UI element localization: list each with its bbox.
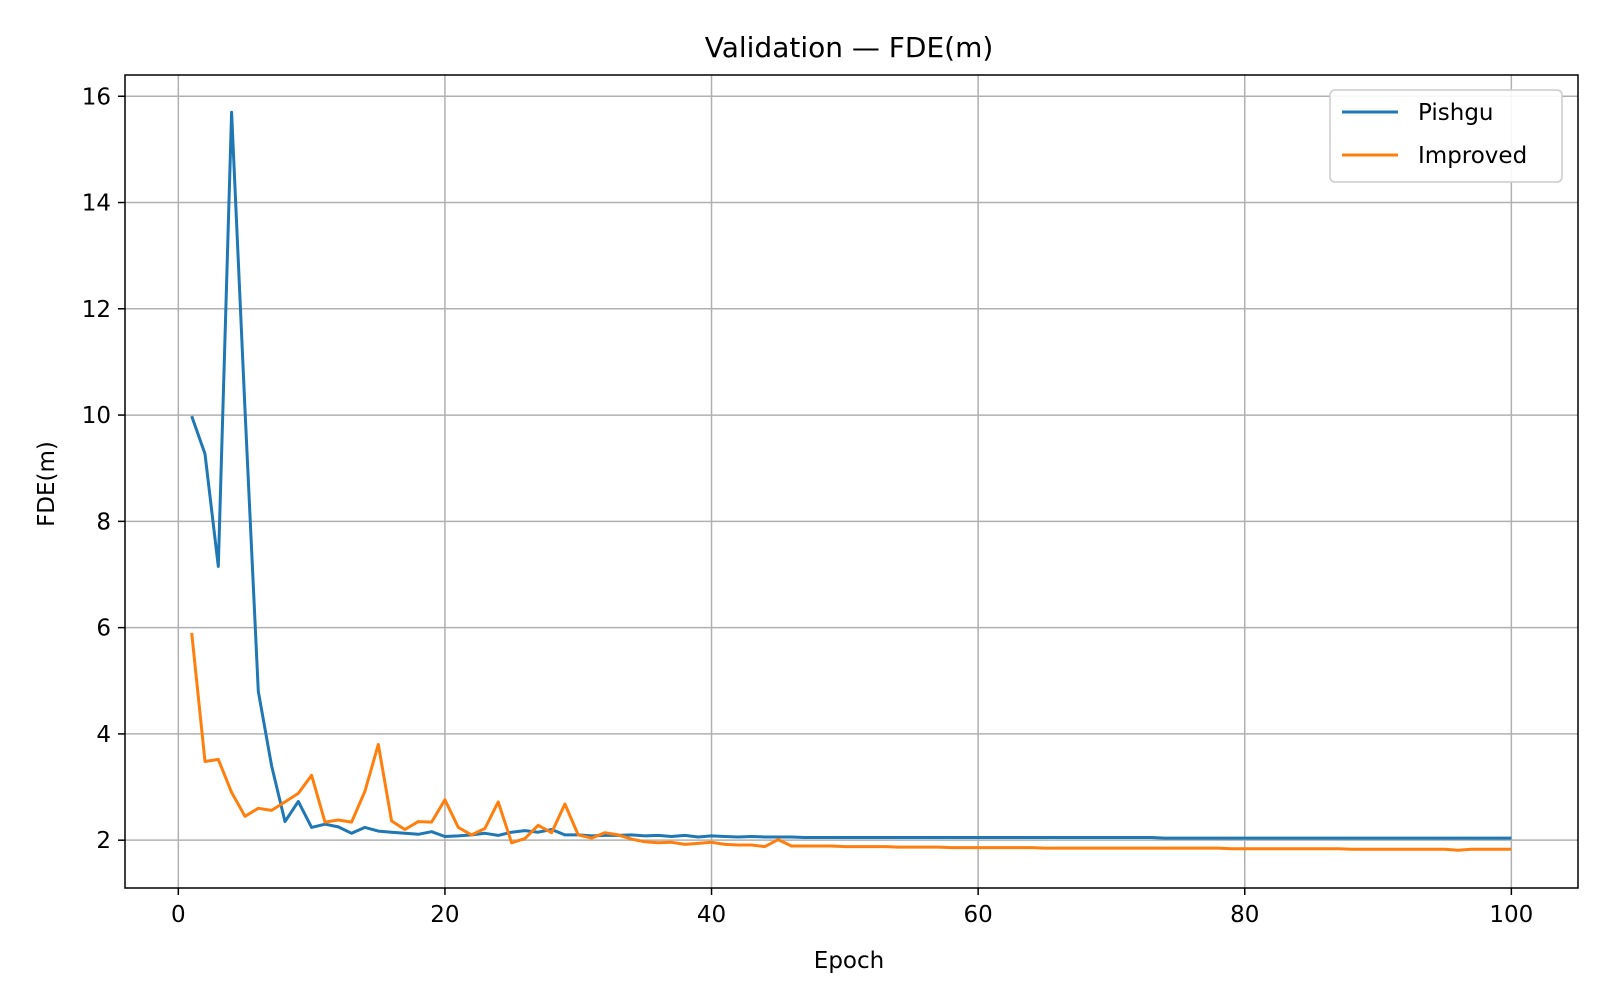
grid-lines <box>125 75 1578 888</box>
series-line-pishgu <box>190 110 1512 840</box>
y-tick-label: 16 <box>82 84 111 110</box>
legend-label-improved: Improved <box>1418 143 1527 169</box>
y-tick-label: 10 <box>82 403 111 429</box>
x-tick-label: 80 <box>1230 902 1259 928</box>
series-layer <box>190 110 1512 852</box>
chart-title: Validation — FDE(m) <box>705 31 994 64</box>
axis-ticks: 0 20 40 60 80 100 2 4 6 8 10 12 14 16 <box>82 84 1534 928</box>
x-tick-label: 20 <box>430 902 459 928</box>
plot-frame <box>124 74 1579 889</box>
y-tick-label: 14 <box>82 191 111 217</box>
x-tick-label: 40 <box>697 902 726 928</box>
series-line-improved <box>190 632 1512 852</box>
y-tick-label: 6 <box>96 616 111 642</box>
y-tick-label: 12 <box>82 297 111 323</box>
legend: Pishgu Improved <box>1329 89 1563 183</box>
legend-label-pishgu: Pishgu <box>1418 100 1494 126</box>
x-axis-label: Epoch <box>814 948 884 974</box>
x-tick-label: 60 <box>963 902 992 928</box>
x-tick-label: 100 <box>1489 902 1533 928</box>
y-tick-label: 4 <box>96 722 111 748</box>
y-axis-label: FDE(m) <box>34 441 60 527</box>
y-tick-label: 2 <box>96 828 111 854</box>
x-tick-label: 0 <box>171 902 186 928</box>
y-tick-label: 8 <box>96 509 111 535</box>
